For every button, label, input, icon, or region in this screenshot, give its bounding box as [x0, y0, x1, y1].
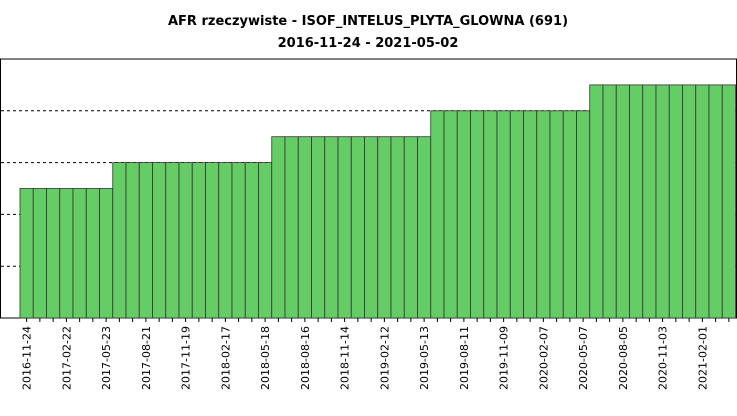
bar	[708, 84, 723, 319]
bar	[403, 136, 418, 319]
bar	[231, 162, 246, 319]
bar	[46, 188, 61, 319]
bar	[562, 110, 577, 319]
x-tick-label: 2020-05-07	[577, 326, 590, 390]
bar	[19, 188, 34, 319]
x-tick-label: 2019-08-11	[458, 326, 471, 390]
bar	[695, 84, 710, 319]
bar	[191, 162, 206, 319]
bar	[629, 84, 644, 319]
bar	[615, 84, 630, 319]
bar	[536, 110, 551, 319]
bar	[350, 136, 365, 319]
bar	[390, 136, 405, 319]
x-tick-label: 2018-11-14	[339, 326, 352, 390]
x-tick-label: 2017-02-22	[60, 326, 73, 390]
bar	[509, 110, 524, 319]
bar	[138, 162, 153, 319]
x-tick-label: 2021-02-01	[696, 326, 709, 390]
bar	[377, 136, 392, 319]
bar	[32, 188, 47, 319]
x-tick-label: 2017-05-23	[100, 326, 113, 390]
bar	[85, 188, 100, 319]
chart-subtitle: 2016-11-24 - 2021-05-02	[278, 36, 459, 51]
bar	[668, 84, 683, 319]
bar	[152, 162, 167, 319]
bar	[337, 136, 352, 319]
bar	[125, 162, 140, 319]
bar	[483, 110, 498, 319]
x-tick-label: 2019-02-12	[378, 326, 391, 390]
bar	[549, 110, 564, 319]
x-tick-label: 2018-08-16	[299, 326, 312, 390]
x-tick-label: 2019-11-09	[498, 326, 511, 390]
bar	[523, 110, 538, 319]
bar	[218, 162, 233, 319]
bar	[430, 110, 445, 319]
bar	[417, 136, 432, 319]
bar	[470, 110, 485, 319]
bar	[284, 136, 299, 319]
bar	[364, 136, 379, 319]
bar	[496, 110, 511, 319]
bar	[59, 188, 74, 319]
bar	[99, 188, 114, 319]
bar	[112, 162, 127, 319]
x-tick-label: 2019-05-13	[418, 326, 431, 390]
chart-title: AFR rzeczywiste - ISOF_INTELUS_PLYTA_GLO…	[168, 14, 568, 29]
x-tick-label: 2020-02-07	[537, 326, 550, 390]
bar	[258, 162, 273, 319]
bar	[311, 136, 326, 319]
x-tick-label: 2018-05-18	[259, 326, 272, 390]
x-tick-label: 2017-08-21	[140, 326, 153, 390]
bar	[72, 188, 87, 319]
bar	[602, 84, 617, 319]
bar	[589, 84, 604, 319]
bar	[271, 136, 286, 319]
bar	[178, 162, 193, 319]
bar	[655, 84, 670, 319]
bar	[642, 84, 657, 319]
x-tick-label: 2018-02-17	[219, 326, 232, 390]
bar	[297, 136, 312, 319]
bar	[456, 110, 471, 319]
bar	[576, 110, 591, 319]
bar	[721, 84, 736, 319]
bar	[205, 162, 220, 319]
x-tick-label: 2017-11-19	[180, 326, 193, 390]
bar	[165, 162, 180, 319]
bar	[324, 136, 339, 319]
x-tick-label: 2020-11-03	[657, 326, 670, 390]
bar	[682, 84, 697, 319]
bar	[244, 162, 259, 319]
x-tick-label: 2020-08-05	[617, 326, 630, 390]
x-tick-label: 2016-11-24	[21, 326, 34, 390]
bar	[443, 110, 458, 319]
